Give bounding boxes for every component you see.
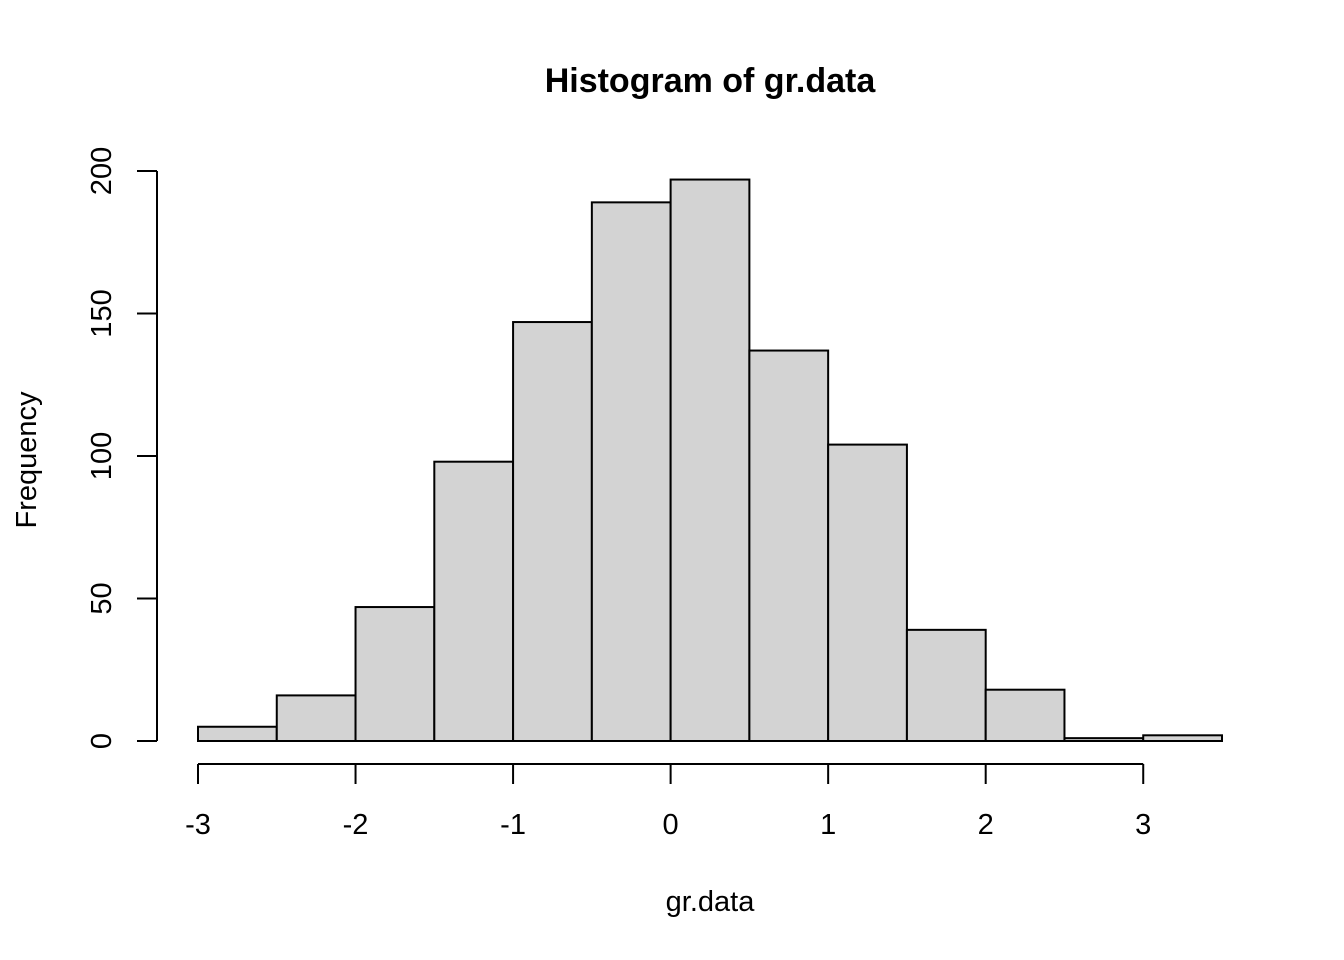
y-axis: 0 50 100 150 200 bbox=[86, 147, 158, 749]
x-tick-label: 1 bbox=[820, 809, 836, 841]
y-tick-label: 150 bbox=[86, 289, 118, 337]
bars-group bbox=[197, 178, 1223, 743]
y-tick-label: 100 bbox=[86, 432, 118, 480]
histogram-bar bbox=[512, 321, 593, 742]
histogram-bar bbox=[748, 349, 830, 742]
histogram-bar bbox=[433, 460, 515, 742]
x-axis: -3 -2 -1 0 1 2 3 bbox=[185, 763, 1151, 841]
y-tick-label: 0 bbox=[86, 733, 118, 749]
y-tick-label: 200 bbox=[86, 147, 118, 195]
y-axis-label: Frequency bbox=[11, 391, 43, 529]
x-axis-label: gr.data bbox=[666, 886, 756, 918]
y-tick-label: 50 bbox=[86, 582, 118, 614]
x-tick-label: 2 bbox=[978, 809, 994, 841]
histogram-bar bbox=[669, 178, 751, 743]
histogram-bar bbox=[827, 443, 908, 742]
histogram-bar bbox=[1063, 737, 1145, 743]
histogram-bar bbox=[354, 606, 436, 742]
histogram-bar bbox=[590, 201, 672, 743]
histogram-bar bbox=[905, 628, 987, 742]
x-tick-label: 3 bbox=[1135, 809, 1151, 841]
histogram-bar bbox=[275, 694, 357, 743]
x-tick-label: -3 bbox=[185, 809, 211, 841]
x-tick-label: 0 bbox=[663, 809, 679, 841]
chart-title: Histogram of gr.data bbox=[545, 62, 877, 100]
histogram-bar bbox=[1142, 734, 1223, 742]
histogram-bar bbox=[197, 725, 278, 742]
histogram-bar bbox=[984, 688, 1066, 743]
x-tick-label: -2 bbox=[343, 809, 369, 841]
x-tick-label: -1 bbox=[500, 809, 526, 841]
